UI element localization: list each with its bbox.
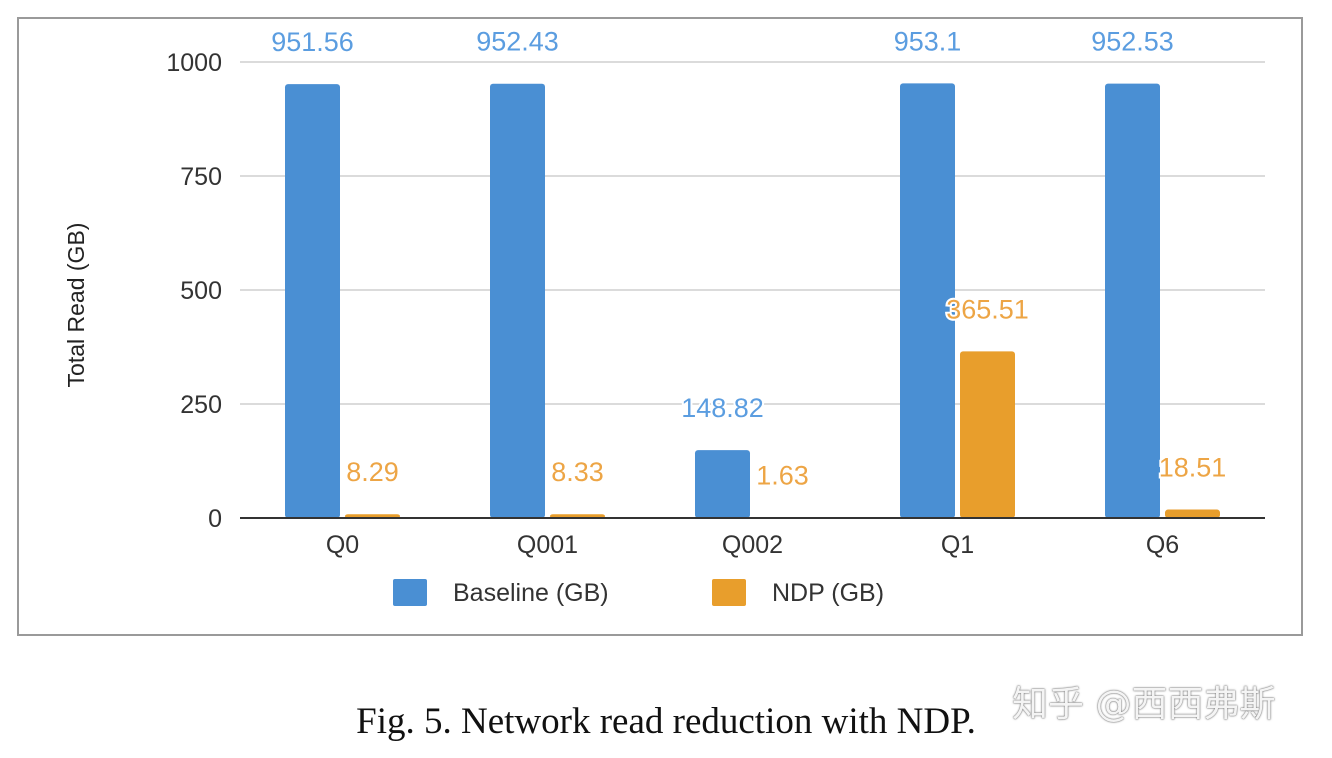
x-tick-label: Q6: [1146, 531, 1179, 559]
y-tick-label: 500: [180, 277, 222, 305]
data-label: 8.33: [551, 457, 604, 487]
data-label: 952.43: [476, 27, 559, 57]
y-tick-label: 250: [180, 391, 222, 419]
y-axis-title: Total Read (GB): [63, 223, 89, 388]
bar-Q6-baseline: [1105, 83, 1160, 519]
legend-swatch-0: [393, 579, 427, 606]
data-label: 148.82: [681, 393, 764, 423]
bar-Q001-baseline: [490, 83, 545, 518]
data-label: 1.63: [756, 460, 809, 490]
bar-Q6-ndp: [1165, 509, 1220, 518]
bar-Q002-baseline: [695, 450, 750, 518]
chart-frame: [17, 17, 1303, 636]
data-label: 953.1: [894, 26, 962, 56]
legend-label-1: NDP (GB): [772, 579, 884, 607]
data-label: 951.56: [271, 27, 354, 57]
x-tick-label: Q002: [722, 531, 783, 559]
x-tick-label: Q001: [517, 531, 578, 559]
bar-Q0-baseline: [285, 84, 340, 519]
legend-label-0: Baseline (GB): [453, 579, 609, 607]
bar-Q1-ndp: [960, 351, 1015, 518]
x-tick-label: Q1: [941, 531, 974, 559]
data-label: 8.29: [346, 457, 399, 487]
y-tick-label: 750: [180, 163, 222, 191]
data-label: 18.51: [1159, 453, 1227, 483]
figure-caption: Fig. 5. Network read reduction with NDP.: [356, 701, 976, 742]
data-label: 365.51: [946, 294, 1029, 324]
bar-Q1-baseline: [900, 83, 955, 518]
y-tick-label: 0: [208, 505, 222, 533]
x-tick-label: Q0: [326, 531, 359, 559]
data-label: 952.53: [1091, 27, 1174, 57]
legend-swatch-1: [712, 579, 746, 606]
y-tick-label: 1000: [166, 49, 222, 77]
watermark: 知乎 @西西弗斯: [1012, 684, 1276, 725]
